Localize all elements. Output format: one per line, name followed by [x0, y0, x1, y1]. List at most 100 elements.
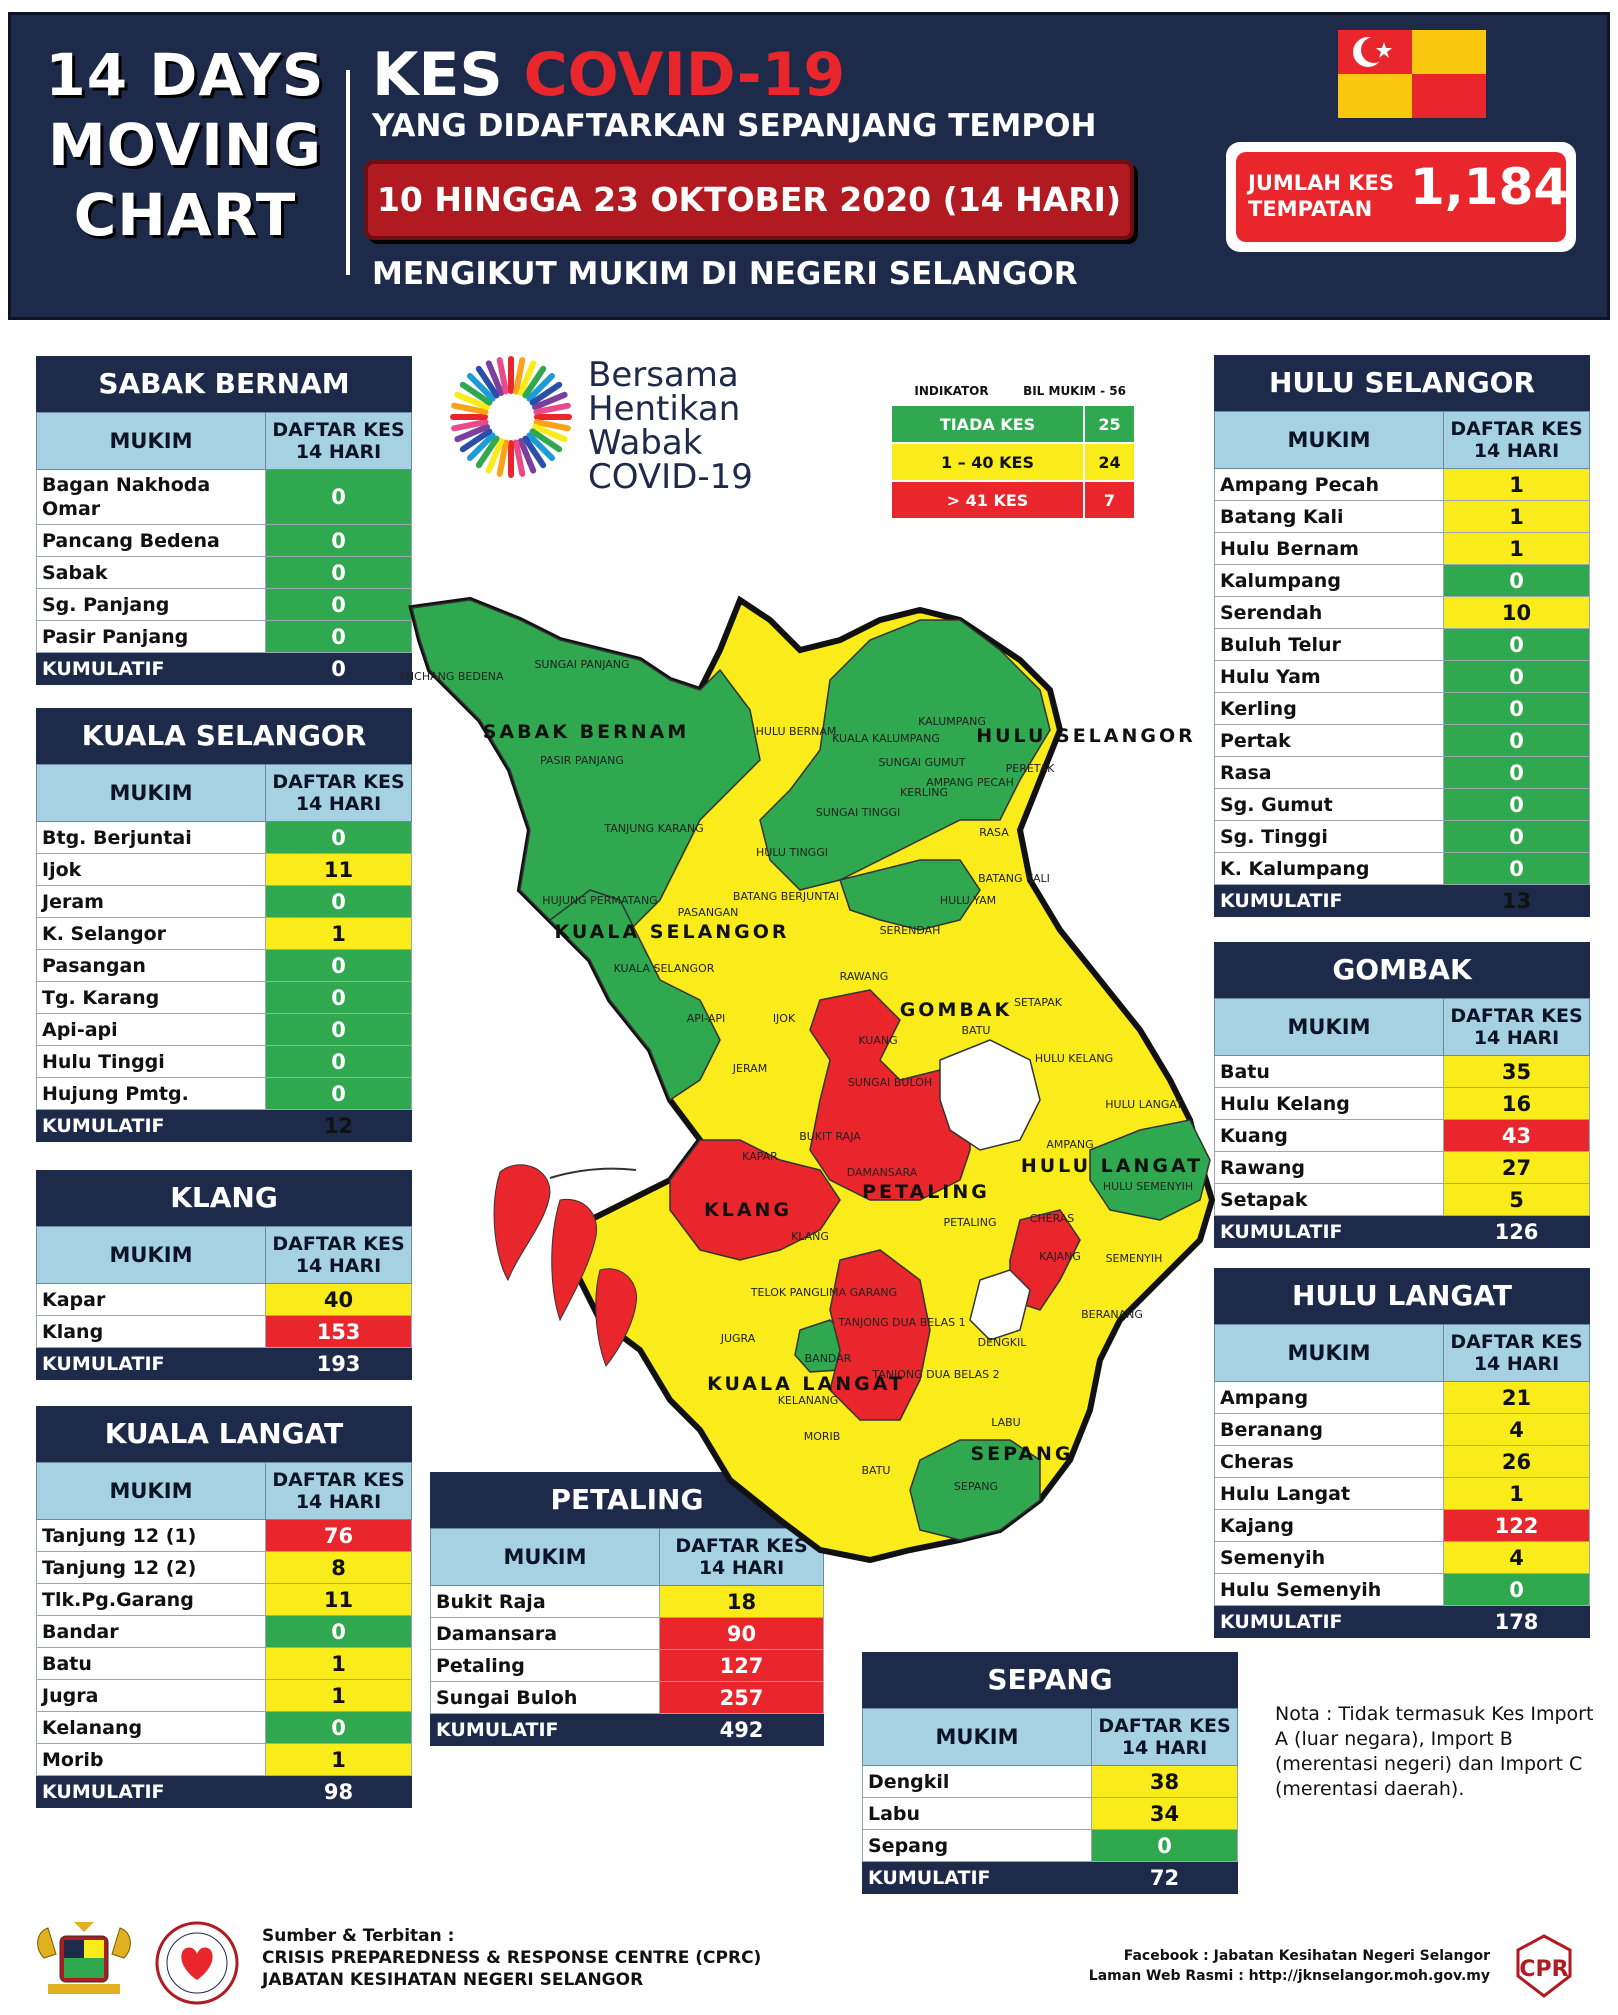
- page-title: KES COVID-19: [372, 40, 845, 110]
- kumulatif-row: KUMULATIF 0: [36, 652, 412, 685]
- logo-ray: [454, 423, 490, 443]
- region-red-tanjong-12: [829, 1249, 931, 1421]
- map-label-kajang: KAJANG: [1039, 1250, 1081, 1263]
- indicator-label: > 41 KES: [890, 480, 1085, 520]
- table-hulu-langat: HULU LANGAT MUKIM DAFTAR KES 14 HARI Ampang 2…: [1214, 1268, 1590, 1638]
- facebook-text: Facebook : Jabatan Kesihatan Negeri Sela…: [1123, 1948, 1490, 1964]
- indicator-row: 1 – 40 KES 24: [890, 442, 1137, 482]
- district-table-klang: MUKIM DAFTAR KES 14 HARI Kapar 40 Klang 153 KUM…: [36, 1226, 412, 1380]
- table-row: Klang 153: [36, 1315, 412, 1348]
- mukim-name: Hulu Semenyih: [1214, 1573, 1444, 1606]
- mukim-name: Klang: [36, 1315, 266, 1348]
- district-title-hulu-langat: HULU LANGAT: [1214, 1268, 1590, 1324]
- mukim-case-count: 1: [1443, 500, 1590, 533]
- table-row: Kajang 122: [1214, 1509, 1590, 1542]
- table-row: Kapar 40: [36, 1283, 412, 1316]
- map-label-kapar: KAPAR: [742, 1150, 778, 1163]
- mukim-name: Jeram: [36, 885, 266, 918]
- mukim-case-count: 0: [1091, 1829, 1238, 1862]
- kumulatif-value: 178: [1443, 1605, 1590, 1638]
- mukim-case-count: 16: [1443, 1087, 1590, 1120]
- mukim-case-count: 1: [265, 917, 412, 950]
- map-label-sungai-tinggi: SUNGAI TINGGI: [816, 806, 901, 819]
- kumulatif-value: 13: [1443, 884, 1590, 917]
- table-row: Buluh Telur 0: [1214, 628, 1590, 661]
- logo-ray: [517, 360, 537, 396]
- mukim-case-count: 0: [1443, 788, 1590, 821]
- mukim-case-count: 122: [1443, 1509, 1590, 1542]
- logo-ray: [451, 402, 489, 415]
- kumulatif-value: 492: [659, 1713, 824, 1746]
- kumulatif-row: KUMULATIF 12: [36, 1109, 412, 1142]
- mukim-case-count: 8: [265, 1551, 412, 1584]
- col-header-mukim: MUKIM: [1214, 411, 1444, 469]
- table-row: Bandar 0: [36, 1615, 412, 1648]
- mukim-case-count: 1: [1443, 468, 1590, 501]
- table-row: Ampang Pecah 1: [1214, 468, 1590, 501]
- region-green-sepang: [909, 1439, 1041, 1541]
- indicator-legend: INDIKATOR BIL MUKIM - 56 TIADA KES 25 1 – 4…: [890, 378, 1137, 520]
- table-row: Pasangan 0: [36, 949, 412, 982]
- map-label-tanjong-dua-belas-1: TANJONG DUA BELAS 1: [837, 1316, 965, 1329]
- mukim-case-count: 153: [265, 1315, 412, 1348]
- mukim-case-count: 0: [1443, 692, 1590, 725]
- mukim-name: Damansara: [430, 1617, 660, 1650]
- logo-ray: [533, 419, 571, 432]
- logo-ray: [526, 373, 555, 402]
- mukim-case-count: 0: [265, 1077, 412, 1110]
- logo-ray: [475, 365, 500, 399]
- kumulatif-row: KUMULATIF 72: [862, 1861, 1238, 1894]
- mukim-case-count: 0: [265, 469, 412, 525]
- mukim-name: Api-api: [36, 1013, 266, 1046]
- table-row: Batu 35: [1214, 1055, 1590, 1088]
- mukim-case-count: 35: [1443, 1055, 1590, 1088]
- col-header-daftar-line-1: DAFTAR KES: [1450, 1005, 1583, 1027]
- mukim-name: Cheras: [1214, 1445, 1444, 1478]
- col-header-daftar-kes: DAFTAR KES 14 HARI: [1443, 998, 1590, 1056]
- col-header-daftar-kes: DAFTAR KES 14 HARI: [265, 1226, 412, 1284]
- mukim-case-count: 257: [659, 1681, 824, 1714]
- table-row: Morib 1: [36, 1743, 412, 1776]
- table-row: Tg. Karang 0: [36, 981, 412, 1014]
- kumulatif-value: 98: [265, 1775, 412, 1808]
- kumulatif-label: KUMULATIF: [1214, 1215, 1444, 1248]
- mukim-name: Hulu Tinggi: [36, 1045, 266, 1078]
- cprc-logo-icon: CPR: [1516, 1934, 1572, 1998]
- header-divider: [346, 70, 350, 275]
- mukim-name: Hulu Kelang: [1214, 1087, 1444, 1120]
- region-red-island-3: [595, 1268, 637, 1367]
- indicator-header-label: INDIKATOR: [914, 384, 989, 398]
- map-label-pasir-panjang: PASIR PANJANG: [540, 754, 624, 767]
- map-label-tanjong-dua-belas-2: TANJONG DUA BELAS 2: [871, 1368, 999, 1381]
- kumulatif-label: KUMULATIF: [430, 1713, 660, 1746]
- mukim-name: Ampang Pecah: [1214, 468, 1444, 501]
- mukim-name: Morib: [36, 1743, 266, 1776]
- logo-ray: [532, 391, 568, 411]
- mukim-case-count: 26: [1443, 1445, 1590, 1478]
- map-label-ampang-pecah: AMPANG PECAH: [926, 776, 1014, 789]
- jumlah-kes-label: JUMLAH KES TEMPATAN: [1248, 170, 1398, 222]
- map-label-kuala-selangor: KUALA SELANGOR: [614, 962, 715, 975]
- col-header-daftar-line-2: 14 HARI: [295, 441, 382, 463]
- col-header-mukim: MUKIM: [36, 1462, 266, 1520]
- table-row: Cheras 26: [1214, 1445, 1590, 1478]
- table-gombak: GOMBAK MUKIM DAFTAR KES 14 HARI Batu 35 Hulu K…: [1214, 942, 1590, 1248]
- map-label-sungai-buloh: SUNGAI BULOH: [848, 1076, 932, 1089]
- map-label-ijok: IJOK: [773, 1012, 796, 1025]
- mukim-name: Rasa: [1214, 756, 1444, 789]
- selangor-map: PANCHANG BEDENA SUNGAI PANJANG PASIR PAN…: [400, 595, 1216, 1564]
- table-row: Kuang 43: [1214, 1119, 1590, 1152]
- col-header-mukim: MUKIM: [1214, 998, 1444, 1056]
- logo-ray: [467, 373, 496, 402]
- mukim-name: Jugra: [36, 1679, 266, 1712]
- kumulatif-row: KUMULATIF 178: [1214, 1605, 1590, 1638]
- table-row: Jugra 1: [36, 1679, 412, 1712]
- map-district-petaling: PETALING: [862, 1181, 990, 1203]
- col-header-daftar-line-2: 14 HARI: [698, 1557, 785, 1579]
- map-label-pasangan: PASANGAN: [678, 906, 739, 919]
- kumulatif-value: 12: [265, 1109, 412, 1142]
- logo-ray: [529, 428, 563, 453]
- table-row: Hujung Pmtg. 0: [36, 1077, 412, 1110]
- table-row: Semenyih 4: [1214, 1541, 1590, 1574]
- map-label-dengkil: DENGKIL: [978, 1336, 1028, 1349]
